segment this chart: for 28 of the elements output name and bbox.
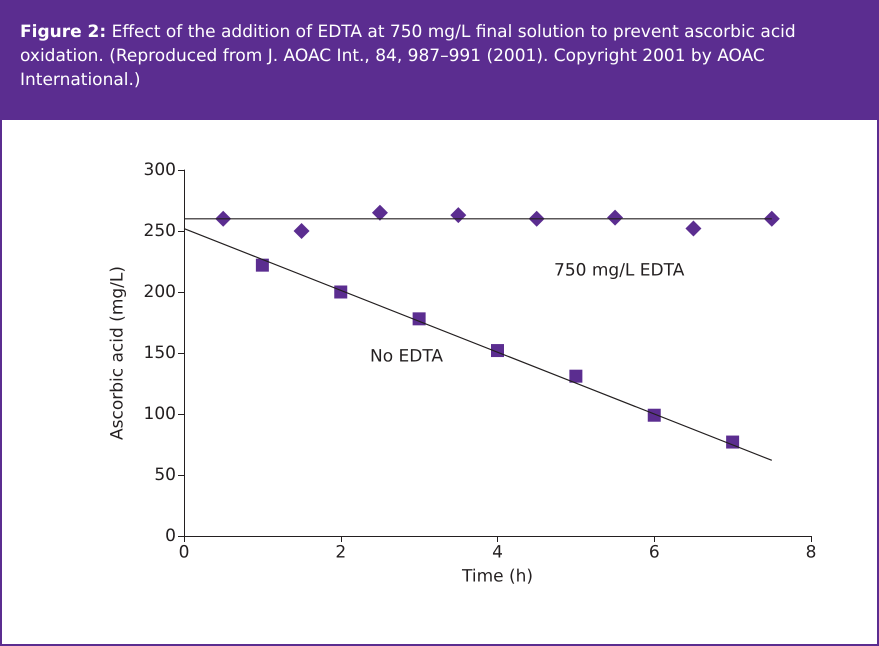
y-tick-label: 0: [165, 526, 176, 546]
point: [491, 344, 504, 358]
y-tick-label: 200: [144, 282, 176, 302]
point: [412, 312, 426, 326]
y-tick-label: 100: [144, 404, 176, 424]
point: [294, 223, 310, 239]
point: [569, 370, 582, 383]
point: [372, 204, 388, 221]
x-tick-label: 8: [806, 542, 816, 562]
annotation: 750 mg/L EDTA: [554, 260, 685, 280]
y-tick-label: 150: [144, 343, 176, 363]
x-tick-label: 0: [178, 542, 190, 562]
point: [685, 220, 702, 237]
x-tick-label: 4: [492, 542, 503, 562]
x-tick-label: 2: [335, 542, 346, 562]
point: [334, 286, 348, 298]
annotation: No EDTA: [370, 346, 444, 366]
y-tick-label: 250: [144, 221, 176, 241]
x-tick-label: 6: [648, 542, 660, 562]
point: [256, 258, 269, 272]
y-axis-title: Ascorbic acid (mg/L): [108, 266, 128, 440]
y-tick-label: 300: [144, 160, 176, 180]
y-tick-label: 50: [154, 465, 176, 485]
x-axis-title: Time (h): [460, 566, 534, 586]
point: [450, 207, 466, 224]
chart-title: Figure 2: Effect of the addition of EDTA at 750 mg/L final solution to prevent ascorbic acid oxidation. (Reproduced from J. AOAC Int., 84, 987–991 (2001). Copyright 2001 by AOAC International.): [20, 22, 796, 90]
point: [764, 210, 780, 227]
point: [648, 408, 661, 422]
